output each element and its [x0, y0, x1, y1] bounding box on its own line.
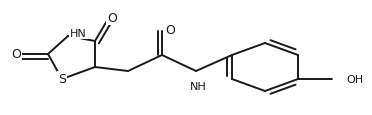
Text: O: O: [11, 48, 21, 61]
Text: O: O: [165, 23, 175, 36]
Text: OH: OH: [346, 74, 363, 84]
Text: O: O: [107, 11, 117, 24]
Text: S: S: [58, 73, 66, 86]
Text: HN: HN: [70, 29, 87, 39]
Text: NH: NH: [190, 81, 206, 91]
